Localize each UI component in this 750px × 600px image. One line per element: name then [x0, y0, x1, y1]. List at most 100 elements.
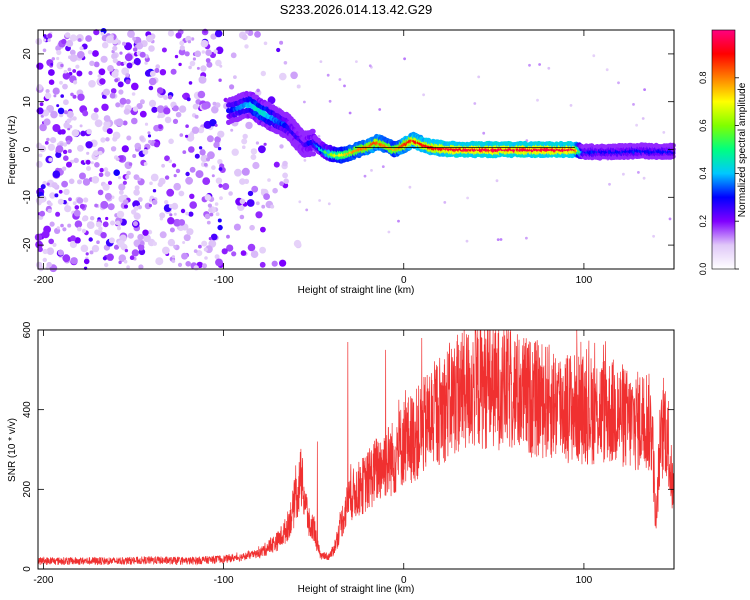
- spectral-point: [279, 259, 287, 267]
- spectral-point: [499, 238, 503, 241]
- spectral-point: [239, 214, 245, 220]
- spectral-point: [48, 79, 55, 85]
- spectral-point: [211, 105, 219, 114]
- spectral-point: [149, 181, 153, 186]
- colorbar-tick-label: 0.0: [698, 263, 708, 276]
- spectral-point: [214, 254, 220, 260]
- spectral-point: [43, 118, 51, 126]
- spectral-point: [214, 29, 223, 38]
- spectral-point: [77, 51, 85, 59]
- top-x-axis-label: Height of straight line (km): [298, 285, 415, 296]
- spectral-point: [205, 49, 212, 56]
- spectral-point: [46, 137, 50, 142]
- spectral-point: [245, 121, 253, 130]
- bottom-axis-ticks: -200 -100 0 100 0 200 400 600: [22, 321, 674, 586]
- spectrogram-points: [34, 28, 676, 273]
- spectral-point: [166, 188, 175, 197]
- spectral-point: [86, 166, 91, 171]
- spectral-point: [245, 30, 250, 34]
- spectral-point: [175, 168, 181, 174]
- spectral-point: [206, 220, 211, 225]
- spectral-point: [43, 38, 47, 42]
- spectral-point: [101, 103, 109, 112]
- spectral-point: [123, 199, 129, 205]
- spectral-point: [213, 49, 218, 54]
- spectral-point: [179, 45, 185, 51]
- spectral-point: [167, 95, 173, 100]
- spectral-point: [247, 190, 254, 197]
- spectral-point: [118, 183, 126, 191]
- spectral-point: [249, 224, 255, 231]
- spectral-point: [74, 220, 83, 228]
- bottom-y-tick-label: 400: [22, 401, 33, 418]
- spectral-point: [219, 64, 223, 68]
- spectral-point: [528, 63, 531, 67]
- top-x-tick-label: -200: [33, 275, 53, 286]
- spectral-point: [163, 95, 168, 100]
- spectral-point: [185, 124, 189, 128]
- spectral-point: [63, 155, 69, 161]
- spectral-point: [241, 138, 248, 145]
- spectral-point: [35, 160, 43, 168]
- spectral-point: [169, 213, 173, 217]
- spectral-point: [210, 33, 217, 40]
- spectral-point: [77, 93, 85, 102]
- spectral-point: [125, 73, 130, 77]
- spectral-point: [115, 220, 121, 226]
- spectral-point: [240, 250, 247, 256]
- spectral-point: [244, 44, 249, 49]
- bottom-y-tick-label: 600: [22, 321, 33, 338]
- spectral-point: [45, 89, 50, 94]
- spectral-point: [202, 177, 211, 186]
- spectral-point: [153, 124, 160, 132]
- spectral-point: [105, 216, 109, 221]
- spectral-point: [56, 104, 60, 108]
- spectral-point: [50, 62, 54, 66]
- colorbar-tick-label: 0.4: [698, 167, 708, 180]
- spectral-point: [215, 258, 223, 267]
- spectral-point: [118, 176, 122, 180]
- spectral-point: [171, 259, 175, 263]
- spectral-point: [200, 65, 207, 72]
- spectral-point: [110, 88, 117, 94]
- spectral-point: [111, 70, 119, 78]
- spectral-point: [118, 260, 122, 265]
- spectral-point: [62, 254, 71, 263]
- spectral-point: [179, 40, 185, 46]
- spectral-point: [98, 172, 104, 178]
- spectral-point: [173, 174, 177, 178]
- spectral-point: [185, 176, 194, 185]
- spectral-point: [103, 95, 107, 99]
- spectral-point: [80, 244, 89, 253]
- spectral-point: [188, 211, 194, 217]
- spectral-point: [256, 88, 260, 93]
- spectral-point: [64, 32, 71, 38]
- spectral-point: [105, 35, 114, 44]
- spectral-point: [76, 197, 84, 204]
- spectral-point: [217, 130, 225, 138]
- spectral-point: [270, 204, 275, 209]
- spectral-point: [115, 157, 120, 162]
- spectral-point: [98, 68, 106, 76]
- spectral-point: [213, 141, 220, 149]
- spectral-point: [53, 94, 57, 98]
- spectral-point: [171, 163, 177, 168]
- spectral-point: [70, 92, 74, 97]
- spectral-point: [119, 190, 124, 195]
- spectral-point: [207, 203, 212, 208]
- spectral-point: [210, 233, 218, 241]
- spectral-point: [260, 226, 266, 233]
- top-x-tick-label: 0: [401, 275, 407, 286]
- spectral-point: [42, 48, 47, 53]
- spectral-point: [51, 182, 58, 189]
- spectral-point: [171, 202, 179, 210]
- spectral-point: [102, 183, 110, 191]
- spectral-point: [126, 265, 130, 269]
- spectral-point: [643, 88, 646, 91]
- spectral-point: [255, 211, 263, 219]
- spectral-point: [70, 235, 76, 242]
- spectral-point: [60, 94, 64, 98]
- bottom-x-tick-label: -200: [33, 575, 53, 586]
- spectral-point: [85, 35, 92, 42]
